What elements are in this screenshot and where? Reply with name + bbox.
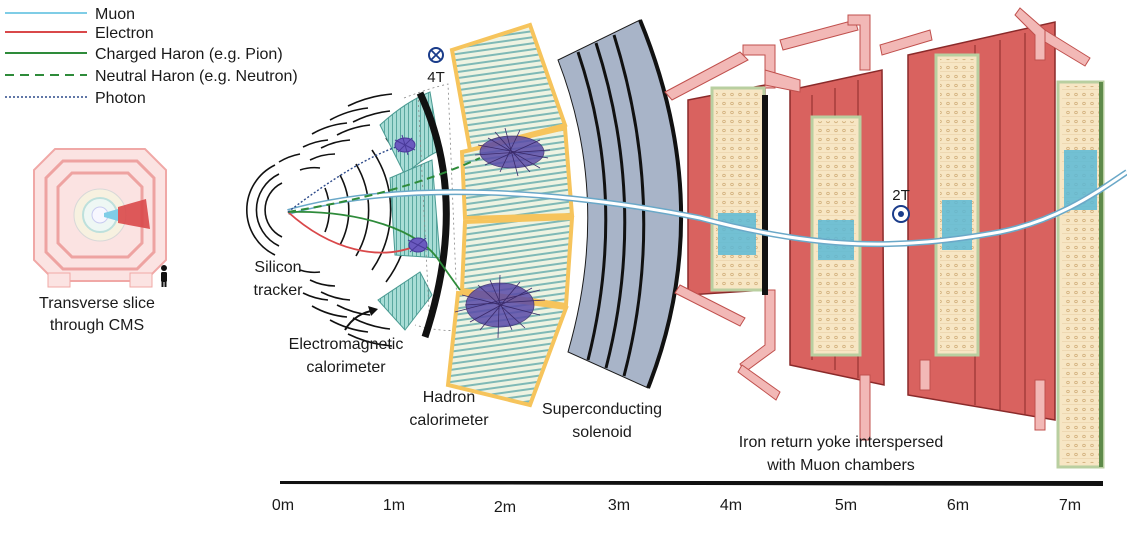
charged-hadron-track [287,211,461,291]
inset-caption-line1: Transverse slice [39,295,155,312]
silicon-tracker [245,93,411,347]
hcal-label-line1: Hadron [423,389,475,406]
hadron-calorimeter [445,22,575,408]
ecal-label-line1: Electromagnetic [289,336,404,353]
particle-tracks [287,144,1127,291]
photon-track [287,144,403,213]
yoke-label-line2: with Muon chambers [766,457,915,474]
solenoid-label-line1: Superconducting [542,401,662,418]
scale-tick-0m: 0m [272,497,294,514]
ecal-shower-electron [407,237,429,253]
hcal-label-line2: calorimeter [409,412,489,429]
distance-scale: 0m 1m 2m 3m 4m 5m 6m 7m [272,481,1103,516]
ecal-shower-photon [394,134,416,156]
field-marker-inner [428,47,444,63]
legend-electron-label: Electron [95,25,154,42]
scale-tick-5m: 5m [835,497,857,514]
legend-muon-label: Muon [95,6,135,23]
scale-bar [280,481,1103,486]
hcal-shower-charged [454,274,546,339]
scale-tick-3m: 3m [608,497,630,514]
scale-tick-7m: 7m [1059,497,1081,514]
legend-charged-hadron-label: Charged Haron (e.g. Pion) [95,46,283,63]
field-label-inner: 4T [427,69,445,86]
human-scale-figure [161,265,167,287]
field-marker-outer [892,205,910,223]
field-label-outer: 2T [892,187,910,204]
inset-caption-line2: through CMS [50,317,144,334]
electron-track [287,211,419,254]
scale-tick-6m: 6m [947,497,969,514]
yoke-label-line1: Iron return yoke interspersed [739,434,944,451]
tracker-label-line1: Silicon [254,259,301,276]
electromagnetic-calorimeter [377,83,459,339]
scale-tick-4m: 4m [720,497,742,514]
scale-tick-1m: 1m [383,497,405,514]
scale-tick-2m: 2m [494,499,516,516]
legend: Muon Electron Charged Haron (e.g. Pion) … [5,6,298,107]
solenoid-label-line2: solenoid [572,424,632,441]
neutral-hadron-track [287,157,481,213]
inset-cms-slice [33,148,167,288]
hcal-shower-neutral [474,127,551,177]
tracker-label-line2: tracker [254,282,304,299]
ecal-label-line2: calorimeter [306,359,386,376]
particle-showers [394,127,551,339]
legend-photon-label: Photon [95,90,146,107]
legend-neutral-hadron-label: Neutral Haron (e.g. Neutron) [95,68,298,85]
